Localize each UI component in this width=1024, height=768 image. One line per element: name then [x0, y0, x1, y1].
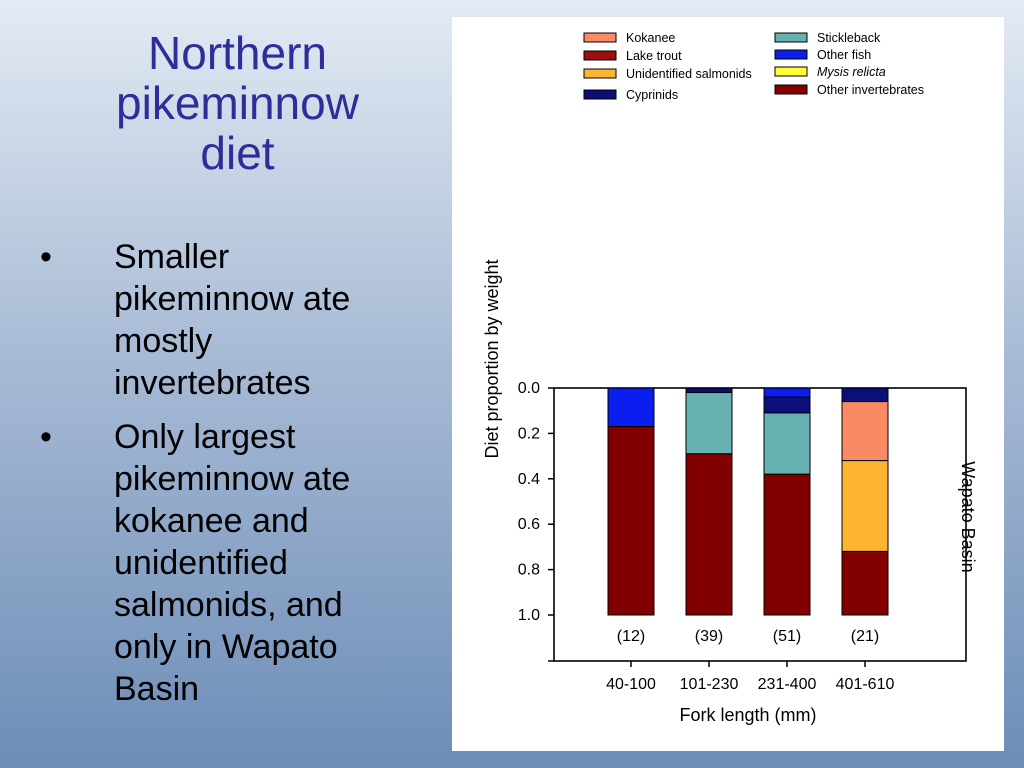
title-line: diet [200, 127, 275, 179]
bar-segment [841, 460, 889, 552]
legend-label: Unidentified salmonids [626, 67, 752, 81]
right-panel-label: Wapato Basin [958, 461, 978, 572]
legend-swatch [583, 89, 617, 100]
y-tick-label: 0.0 [518, 380, 540, 397]
legend-swatch [774, 66, 808, 77]
legend-swatch [774, 32, 808, 43]
y-tick-label: 0.4 [518, 471, 540, 488]
sample-size-label: (39) [695, 628, 723, 645]
bar-segment [607, 387, 655, 428]
x-tick-label: 40-100 [606, 676, 656, 693]
sample-size-label: (12) [617, 628, 645, 645]
bar-segment [607, 426, 655, 616]
x-tick-label: 401-610 [836, 676, 895, 693]
legend-label: Other fish [817, 48, 871, 62]
x-axis-label: Fork length (mm) [679, 705, 816, 725]
bar-segment [763, 396, 811, 414]
legend-label: Cyprinids [626, 88, 678, 102]
bullet-symbol: • [40, 238, 52, 276]
legend-label: Lake trout [626, 49, 682, 63]
legend-label: Kokanee [626, 31, 675, 45]
y-axis-label: Diet proportion by weight [482, 259, 502, 458]
bullet-item: • Only largest pikeminnow ate kokanee an… [40, 416, 410, 710]
slide-title: Northern pikeminnow diet [60, 28, 415, 178]
y-tick-label: 1.0 [518, 607, 540, 624]
bullet-text: Only largest pikeminnow ate kokanee and … [114, 418, 351, 708]
bar-segment [763, 473, 811, 616]
legend-label: Mysis relicta [817, 65, 886, 79]
bar-segment [841, 387, 889, 403]
bar-segment [685, 392, 733, 455]
legend-swatch [583, 32, 617, 43]
bar-segment [763, 412, 811, 475]
legend-swatch [583, 50, 617, 61]
title-line: pikeminnow [116, 77, 359, 129]
x-tick-label: 231-400 [758, 676, 817, 693]
bar-segment [763, 387, 811, 398]
x-tick-label: 101-230 [680, 676, 739, 693]
sample-size-label: (21) [851, 628, 879, 645]
legend-swatch [774, 84, 808, 95]
bullet-symbol: • [40, 418, 52, 456]
legend-label: Stickleback [817, 31, 881, 45]
y-tick-label: 0.2 [518, 425, 540, 442]
legend-swatch [774, 49, 808, 60]
bar-segment [841, 550, 889, 616]
chart-panel: 0.0 0.2 0.4 0.6 0.8 1.0 40-100 (12) 101-230 (39) 2… [452, 17, 1004, 751]
sample-size-label: (51) [773, 628, 801, 645]
bar-segment [841, 401, 889, 462]
bullet-list: • Smaller pikeminnow ate mostly inverteb… [40, 236, 410, 722]
bullet-item: • Smaller pikeminnow ate mostly inverteb… [40, 236, 410, 404]
bar-segment [685, 453, 733, 616]
stacked-bar-chart: 0.0 0.2 0.4 0.6 0.8 1.0 40-100 (12) 101-230 (39) 2… [482, 31, 978, 725]
title-line: Northern [148, 27, 327, 79]
bar-segment [685, 387, 733, 394]
legend-swatch [583, 68, 617, 79]
y-tick-label: 0.6 [518, 516, 540, 533]
bullet-text: Smaller pikeminnow ate mostly invertebra… [114, 238, 351, 402]
y-tick-label: 0.8 [518, 562, 540, 579]
legend-label: Other invertebrates [817, 83, 924, 97]
